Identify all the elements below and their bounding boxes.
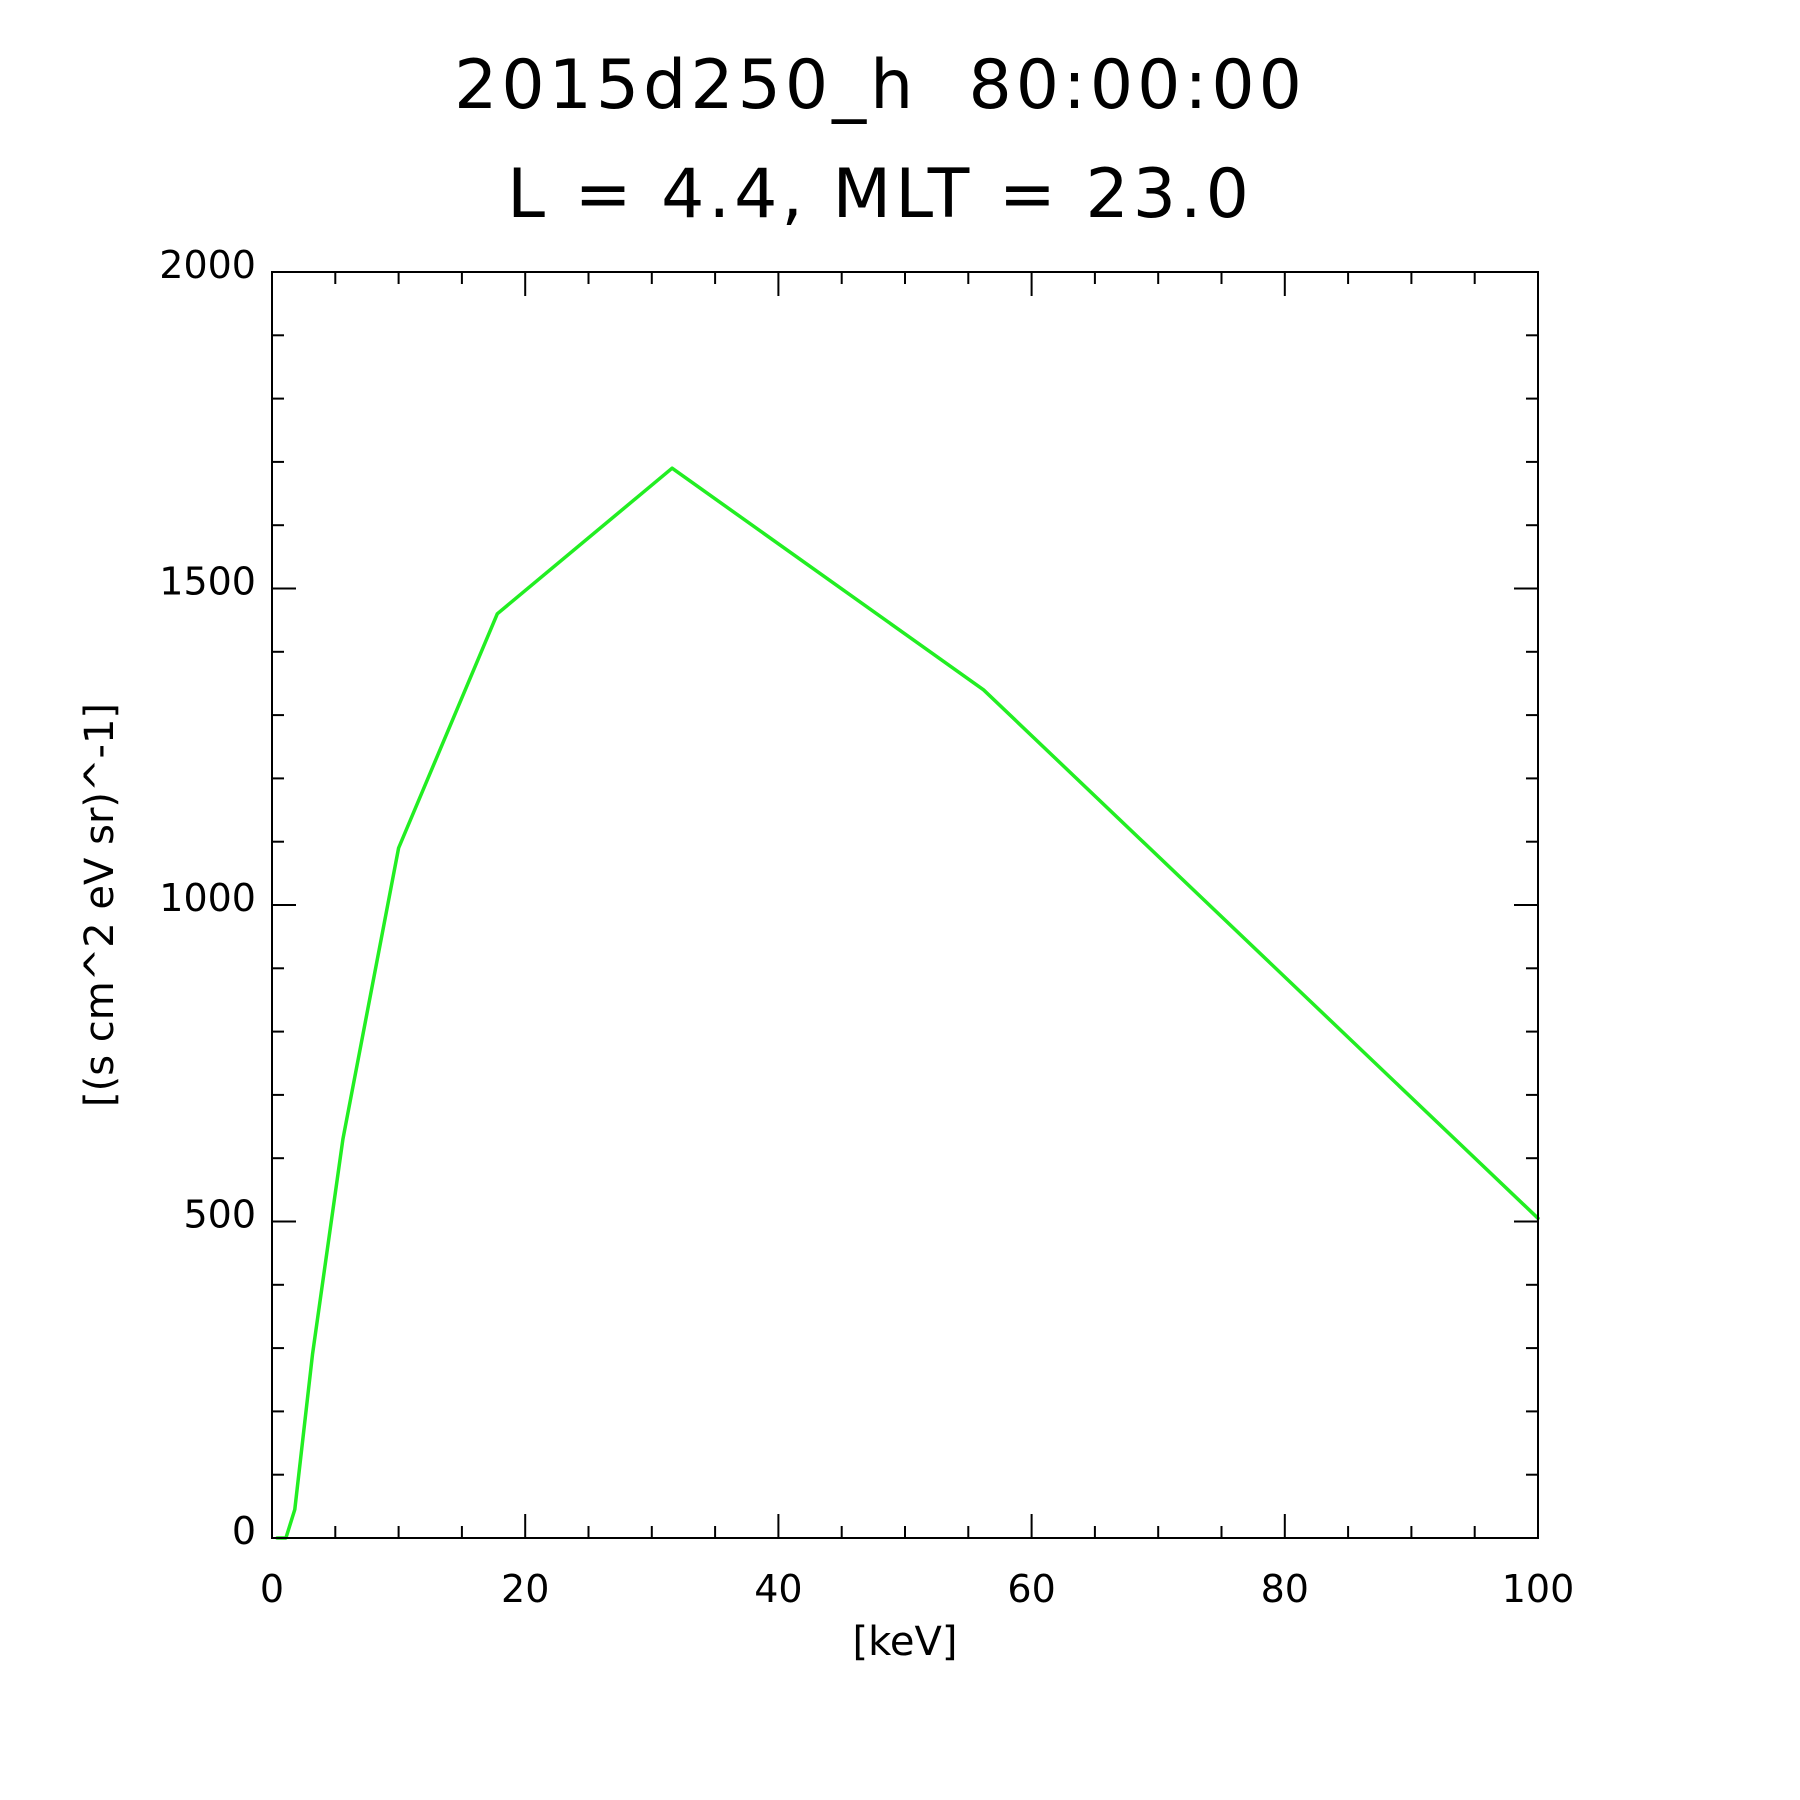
x-tick-label: 20 <box>501 1567 549 1611</box>
y-tick-label: 1000 <box>159 876 256 920</box>
y-tick-label: 2000 <box>159 243 256 287</box>
y-axis-label: [(s cm^2 eV sr)^-1] <box>77 703 123 1107</box>
chart-title: 2015d250_h 80:00:00 <box>454 46 1306 125</box>
x-tick-label: 100 <box>1502 1567 1575 1611</box>
plot-frame <box>271 271 1539 1539</box>
x-tick-label: 60 <box>1007 1567 1055 1611</box>
x-tick-label: 0 <box>260 1567 284 1611</box>
y-tick-label: 0 <box>232 1509 256 1553</box>
series-layer <box>275 466 1540 1540</box>
x-tick-label: 80 <box>1261 1567 1309 1611</box>
y-tick-label: 1500 <box>159 560 256 604</box>
chart-subtitle: L = 4.4, MLT = 23.0 <box>507 155 1253 234</box>
axis-ticks <box>271 271 1539 1539</box>
x-tick-label: 40 <box>754 1567 802 1611</box>
x-axis-label: [keV] <box>853 1619 958 1665</box>
series-line <box>275 466 1540 1540</box>
y-tick-label: 500 <box>183 1193 256 1237</box>
